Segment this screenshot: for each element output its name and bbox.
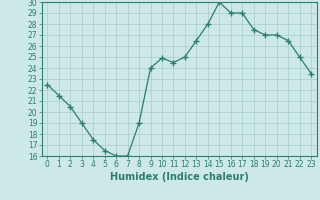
X-axis label: Humidex (Indice chaleur): Humidex (Indice chaleur) [110, 172, 249, 182]
